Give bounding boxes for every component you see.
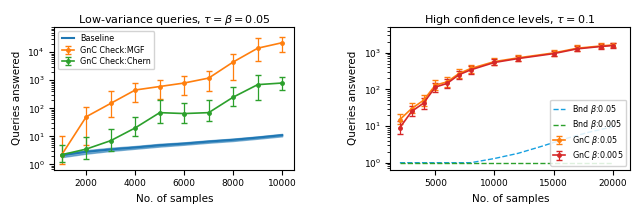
Bnd $\beta$:0.05: [585, 131, 593, 133]
Baseline: [156, 144, 164, 146]
X-axis label: No. of samples: No. of samples: [136, 194, 213, 204]
Title: High confidence levels, $\tau = 0.1$: High confidence levels, $\tau = 0.1$: [424, 13, 596, 27]
Bnd $\beta$:0.05: [561, 137, 569, 140]
Baseline: [278, 134, 286, 137]
X-axis label: No. of samples: No. of samples: [472, 194, 549, 204]
Y-axis label: Queries answered: Queries answered: [348, 51, 358, 145]
Baseline: [180, 142, 188, 145]
Baseline: [229, 138, 237, 141]
Baseline: [205, 140, 212, 143]
Bnd $\beta$:0.05: [609, 125, 616, 128]
Baseline: [83, 151, 90, 153]
Baseline: [107, 148, 115, 151]
Bnd $\beta$:0.05: [538, 145, 545, 148]
Bnd $\beta$:0.05: [491, 157, 499, 160]
Baseline: [131, 146, 139, 149]
Y-axis label: Queries answered: Queries answered: [12, 51, 22, 145]
Bnd $\beta$:0.05: [515, 152, 522, 155]
Bnd $\beta$:0.05: [467, 161, 475, 164]
Baseline: [58, 154, 65, 157]
Line: Baseline: Baseline: [61, 135, 282, 155]
Legend: Baseline, GnC Check:MGF, GnC Check:Chern: Baseline, GnC Check:MGF, GnC Check:Chern: [58, 31, 154, 69]
Line: Bnd $\beta$:0.05: Bnd $\beta$:0.05: [400, 127, 612, 163]
Title: Low-variance queries, $\tau = \beta = 0.05$: Low-variance queries, $\tau = \beta = 0.…: [78, 13, 271, 27]
Baseline: [254, 136, 262, 139]
Bnd $\beta$:0.05: [396, 161, 404, 164]
Legend: Bnd $\beta$:0.05, Bnd $\beta$:0.005, GnC $\beta$:0.05, GnC $\beta$:0.005: Bnd $\beta$:0.05, Bnd $\beta$:0.005, GnC…: [550, 100, 627, 165]
